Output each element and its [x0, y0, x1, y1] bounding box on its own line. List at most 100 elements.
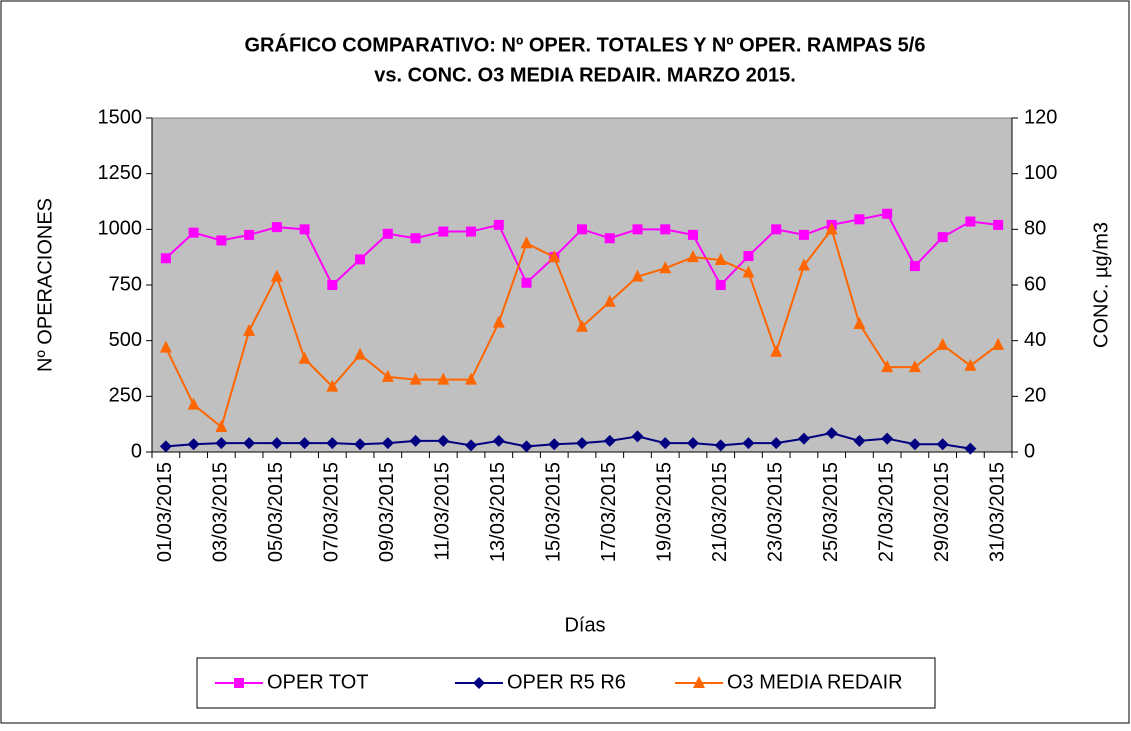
point	[714, 439, 727, 452]
point	[715, 280, 726, 290]
point	[992, 337, 1005, 350]
point	[964, 358, 977, 371]
x-tick-label: 03/03/2015	[210, 462, 232, 562]
x-tick-label: 13/03/2015	[487, 462, 509, 562]
point	[188, 227, 199, 238]
point	[937, 232, 948, 243]
point	[964, 442, 977, 455]
point	[520, 236, 533, 249]
y-tick-label: 0	[131, 440, 142, 462]
point	[576, 437, 588, 450]
y-tick-label: 1250	[98, 162, 143, 184]
point	[438, 226, 449, 237]
point	[714, 252, 727, 265]
point	[936, 438, 949, 451]
y-tick-label: 500	[109, 329, 142, 351]
point	[770, 437, 783, 450]
point	[216, 235, 227, 246]
chart-title: vs. CONC. O3 MEDIA REDAIR. MARZO 2015.	[374, 64, 796, 86]
point	[603, 434, 616, 447]
point	[299, 224, 310, 235]
point	[327, 280, 338, 290]
point	[853, 434, 866, 447]
x-tick-label: 01/03/2015	[154, 462, 176, 562]
point	[659, 437, 672, 450]
x-tick-label: 31/03/2015	[986, 462, 1008, 562]
point	[270, 269, 283, 282]
point	[410, 233, 421, 244]
point	[797, 432, 810, 445]
point	[493, 219, 504, 230]
point	[215, 419, 228, 432]
legend-label: OPER TOT	[267, 671, 369, 693]
point	[409, 434, 422, 447]
legend-marker	[473, 677, 485, 689]
point	[604, 233, 615, 244]
x-tick-label: 09/03/2015	[376, 462, 398, 562]
x-tick-label: 27/03/2015	[875, 462, 897, 562]
legend-box	[196, 657, 936, 709]
y2-tick-label: 120	[1024, 106, 1057, 128]
point	[798, 229, 809, 240]
point	[381, 437, 394, 450]
point	[881, 432, 894, 445]
point	[686, 437, 699, 450]
point	[465, 439, 478, 452]
point	[965, 216, 976, 227]
point	[854, 214, 865, 225]
point	[355, 254, 366, 265]
y-tick-label: 750	[109, 273, 142, 295]
point	[492, 315, 505, 328]
point	[603, 294, 616, 307]
point	[825, 427, 838, 440]
point	[797, 258, 810, 271]
point	[908, 360, 921, 373]
point	[271, 222, 282, 233]
point	[743, 251, 754, 262]
point	[244, 229, 255, 240]
point	[160, 253, 171, 264]
y2-tick-label: 40	[1024, 329, 1046, 351]
point	[909, 261, 920, 272]
point	[548, 250, 561, 263]
point	[187, 397, 200, 410]
x-tick-label: 29/03/2015	[931, 462, 953, 562]
point	[354, 347, 367, 360]
y2-tick-label: 100	[1024, 162, 1057, 184]
point	[492, 434, 505, 447]
point	[437, 434, 450, 447]
point	[631, 430, 644, 443]
point	[577, 224, 587, 235]
y2-tick-label: 60	[1024, 273, 1046, 295]
x-tick-label: 21/03/2015	[709, 462, 731, 562]
x-tick-label: 23/03/2015	[764, 462, 786, 562]
point	[465, 372, 478, 385]
point	[686, 250, 699, 263]
point	[159, 440, 172, 453]
point	[936, 337, 949, 350]
point	[466, 226, 477, 237]
x-tick-label: 17/03/2015	[598, 462, 620, 562]
legend-label: O3 MEDIA REDAIR	[727, 671, 903, 693]
point	[243, 323, 256, 336]
x-tick-label: 07/03/2015	[321, 462, 343, 562]
x-tick-label: 19/03/2015	[654, 462, 676, 562]
point	[908, 438, 921, 451]
point	[326, 437, 339, 450]
x-tick-label: 15/03/2015	[543, 462, 565, 562]
y-tick-label: 1000	[98, 218, 143, 240]
point	[354, 438, 367, 451]
point	[326, 379, 339, 392]
point	[659, 261, 672, 274]
chart-title: GRÁFICO COMPARATIVO: Nº OPER. TOTALES Y …	[245, 33, 926, 56]
point	[381, 369, 394, 382]
point	[215, 437, 228, 450]
point	[298, 351, 311, 364]
point	[632, 224, 643, 235]
point	[853, 316, 866, 329]
point	[882, 208, 893, 219]
point	[742, 437, 755, 450]
point	[187, 438, 200, 451]
point	[298, 437, 311, 450]
